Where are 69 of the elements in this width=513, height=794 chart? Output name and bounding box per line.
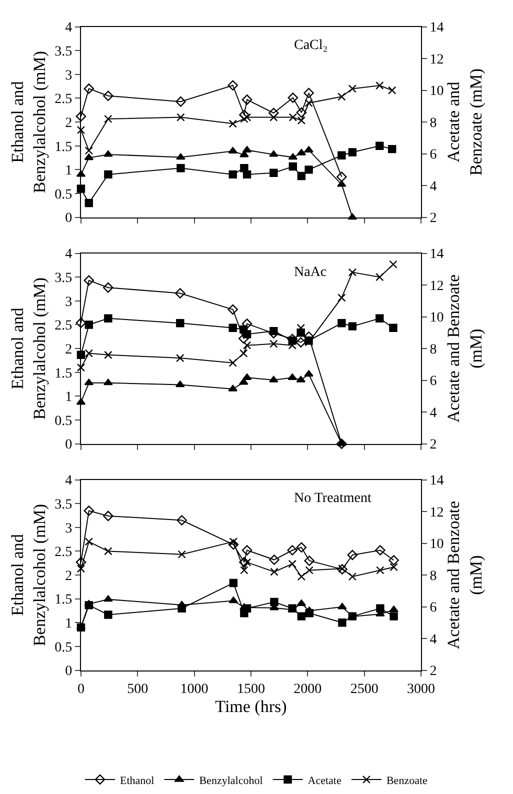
y-tick-label: 2 — [65, 116, 72, 131]
y-tick-label: 1 — [65, 164, 72, 179]
annotation: No Treatment — [294, 491, 372, 506]
legend-label: Benzylalcohol — [199, 774, 263, 787]
y-axis-title: Ethanol and Benzylalcohol (mM) — [8, 277, 50, 420]
annotation: NaAc — [294, 265, 327, 280]
y-tick-label: 1.5 — [54, 140, 72, 155]
y2-tick-label: 4 — [430, 406, 437, 421]
y2-tick-label: 10 — [430, 537, 444, 552]
y2-axis-title: Acetate and Benzoate (mM) — [444, 68, 486, 176]
y2-tick-label: 10 — [430, 310, 444, 326]
y-tick-label: 2.5 — [54, 545, 72, 560]
y-axis-title: Ethanol and Benzylalcohol (mM) — [8, 504, 50, 646]
y-axis-title: Ethanol and Benzylalcohol (mM) — [8, 51, 50, 194]
y-tick-label: 0.5 — [54, 640, 72, 656]
x-axis-title: Time (hrs) — [215, 697, 287, 716]
y2-tick-label: 8 — [430, 342, 437, 358]
y2-tick-label: 12 — [430, 505, 444, 520]
y-tick-label: 0 — [65, 211, 72, 226]
y-tick-label: 2 — [65, 568, 72, 584]
y-tick-label: 3 — [65, 68, 72, 84]
legend-label: Acetate — [308, 774, 342, 787]
y-tick-label: 2.5 — [54, 92, 72, 108]
x-tick-label: 2000 — [294, 682, 322, 698]
y-tick-label: 3 — [65, 521, 72, 536]
y2-tick-label: 10 — [430, 84, 444, 100]
y-tick-label: 3 — [65, 294, 72, 310]
y-tick-label: 1 — [65, 390, 72, 406]
y-tick-label: 3.5 — [54, 497, 72, 512]
y-tick-label: 2.5 — [54, 318, 72, 334]
y2-tick-label: 8 — [430, 568, 437, 584]
y-tick-label: 3.5 — [54, 270, 72, 286]
y2-tick-label: 2 — [430, 664, 437, 680]
y2-tick-label: 6 — [430, 374, 437, 390]
y-tick-label: 1.5 — [54, 366, 72, 382]
legend-label: Benzoate — [386, 774, 428, 787]
y2-tick-label: 14 — [430, 247, 444, 262]
legend-label: Ethanol — [120, 774, 154, 787]
y2-tick-label: 4 — [430, 632, 437, 648]
x-tick-label: 0 — [77, 682, 84, 698]
y-tick-label: 0.5 — [54, 187, 72, 202]
y-tick-label: 2 — [65, 342, 72, 358]
x-tick-label: 2500 — [350, 682, 378, 698]
y-tick-label: 3.5 — [54, 44, 72, 60]
y2-tick-label: 6 — [430, 600, 437, 616]
x-tick-label: 1000 — [180, 682, 208, 698]
y-tick-label: 1 — [65, 616, 72, 632]
y-tick-label: 1.5 — [54, 592, 72, 608]
y2-tick-label: 2 — [430, 211, 437, 226]
y-tick-label: 4 — [65, 20, 72, 36]
x-tick-label: 3000 — [407, 682, 435, 698]
y2-axis-title: Acetate and Benzoate (mM) — [444, 500, 486, 650]
y2-tick-label: 14 — [430, 474, 444, 489]
y2-tick-label: 4 — [430, 179, 437, 194]
annotation: CaCl₂ — [294, 38, 328, 53]
y-tick-label: 0 — [65, 438, 72, 453]
y2-axis-title: Acetate and Benzoate (mM) — [444, 274, 486, 423]
y-tick-label: 0 — [65, 664, 72, 680]
x-tick-label: 500 — [127, 682, 148, 698]
y-tick-label: 0.5 — [54, 414, 72, 429]
y2-tick-label: 14 — [430, 20, 444, 36]
y2-tick-label: 12 — [430, 52, 444, 68]
y-tick-label: 4 — [65, 474, 72, 489]
y2-tick-label: 2 — [430, 438, 437, 453]
y2-tick-label: 8 — [430, 116, 437, 131]
y2-tick-label: 6 — [430, 148, 437, 163]
y2-tick-label: 12 — [430, 278, 444, 294]
y-tick-label: 4 — [65, 247, 72, 262]
x-tick-label: 1500 — [236, 682, 265, 698]
